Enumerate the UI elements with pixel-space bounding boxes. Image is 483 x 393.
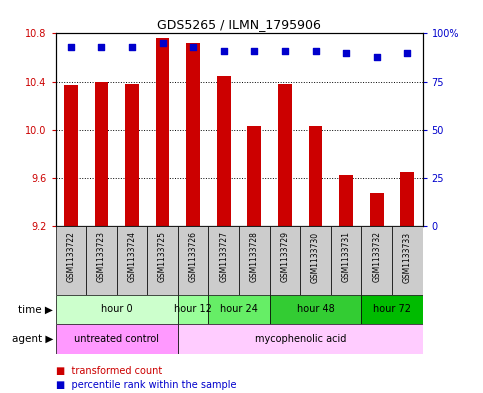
Text: agent ▶: agent ▶ bbox=[12, 334, 53, 344]
Text: GSM1133728: GSM1133728 bbox=[250, 231, 259, 282]
Bar bbox=[209, 226, 239, 295]
Bar bbox=[392, 226, 423, 295]
Bar bbox=[186, 43, 200, 226]
Bar bbox=[64, 85, 78, 226]
Bar bbox=[156, 38, 170, 226]
Bar bbox=[300, 226, 331, 295]
Point bbox=[189, 44, 197, 50]
Text: GSM1133723: GSM1133723 bbox=[97, 231, 106, 283]
Text: GSM1133727: GSM1133727 bbox=[219, 231, 228, 283]
Bar bbox=[217, 75, 231, 226]
Text: GSM1133725: GSM1133725 bbox=[158, 231, 167, 283]
Bar bbox=[278, 84, 292, 226]
Bar bbox=[56, 226, 86, 295]
Bar bbox=[247, 126, 261, 226]
Point bbox=[251, 48, 258, 54]
Bar bbox=[361, 295, 423, 324]
Bar bbox=[95, 81, 108, 226]
Text: GSM1133726: GSM1133726 bbox=[189, 231, 198, 283]
Bar bbox=[56, 324, 178, 354]
Bar bbox=[270, 295, 361, 324]
Point bbox=[98, 44, 105, 50]
Text: hour 72: hour 72 bbox=[373, 305, 411, 314]
Bar bbox=[331, 226, 361, 295]
Text: time ▶: time ▶ bbox=[18, 305, 53, 314]
Bar bbox=[209, 295, 270, 324]
Text: GSM1133724: GSM1133724 bbox=[128, 231, 137, 283]
Bar bbox=[117, 226, 147, 295]
Text: untreated control: untreated control bbox=[74, 334, 159, 344]
Point bbox=[403, 50, 411, 56]
Text: mycophenolic acid: mycophenolic acid bbox=[255, 334, 346, 344]
Text: hour 24: hour 24 bbox=[220, 305, 258, 314]
Bar bbox=[86, 226, 117, 295]
Text: GSM1133730: GSM1133730 bbox=[311, 231, 320, 283]
Bar bbox=[309, 126, 323, 226]
Point bbox=[67, 44, 75, 50]
Bar bbox=[56, 295, 178, 324]
Bar bbox=[178, 295, 209, 324]
Text: GSM1133732: GSM1133732 bbox=[372, 231, 381, 283]
Bar bbox=[239, 226, 270, 295]
Point bbox=[220, 48, 227, 54]
Text: GSM1133729: GSM1133729 bbox=[281, 231, 289, 283]
Point bbox=[159, 40, 167, 46]
Point bbox=[128, 44, 136, 50]
Point bbox=[312, 48, 319, 54]
Bar bbox=[178, 324, 423, 354]
Text: GDS5265 / ILMN_1795906: GDS5265 / ILMN_1795906 bbox=[157, 18, 321, 31]
Bar bbox=[339, 175, 353, 226]
Text: hour 0: hour 0 bbox=[101, 305, 132, 314]
Bar bbox=[270, 226, 300, 295]
Text: GSM1133731: GSM1133731 bbox=[341, 231, 351, 283]
Point bbox=[373, 53, 381, 60]
Text: ■  percentile rank within the sample: ■ percentile rank within the sample bbox=[56, 380, 236, 390]
Bar bbox=[147, 226, 178, 295]
Point bbox=[342, 50, 350, 56]
Point bbox=[281, 48, 289, 54]
Text: hour 48: hour 48 bbox=[297, 305, 334, 314]
Bar bbox=[125, 84, 139, 226]
Bar bbox=[361, 226, 392, 295]
Bar bbox=[178, 226, 209, 295]
Text: hour 12: hour 12 bbox=[174, 305, 212, 314]
Text: GSM1133733: GSM1133733 bbox=[403, 231, 412, 283]
Text: GSM1133722: GSM1133722 bbox=[66, 231, 75, 282]
Bar bbox=[400, 172, 414, 226]
Text: ■  transformed count: ■ transformed count bbox=[56, 366, 162, 376]
Bar bbox=[370, 193, 384, 226]
